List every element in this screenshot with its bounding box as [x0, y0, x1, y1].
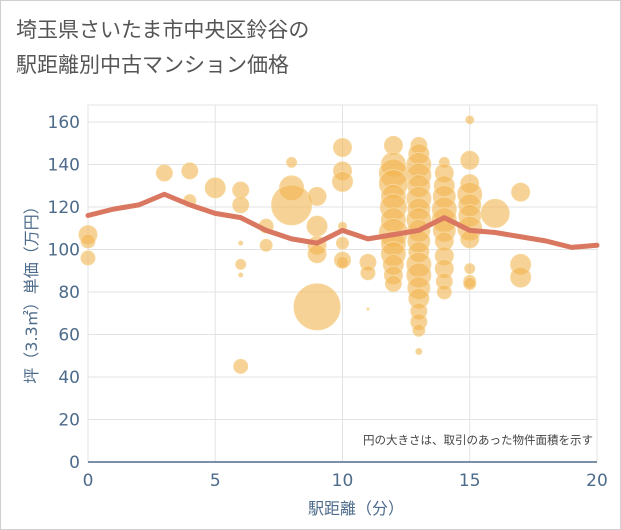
data-bubble — [332, 171, 353, 192]
average-price-line — [85, 191, 600, 250]
data-bubble — [80, 250, 96, 266]
data-bubble — [415, 348, 423, 355]
bubble-layer — [78, 115, 532, 374]
data-bubble — [460, 150, 480, 170]
data-bubble — [336, 255, 349, 269]
data-bubble — [465, 115, 475, 125]
data-bubble — [360, 265, 376, 281]
title-line-2: 駅距離別中古マンション価格 — [16, 53, 289, 77]
data-bubble — [155, 164, 173, 182]
y-tick-label: 60 — [58, 326, 80, 346]
data-bubble — [271, 184, 313, 226]
data-bubble — [306, 215, 328, 237]
y-tick-label: 0 — [69, 453, 80, 473]
trend-layer — [85, 191, 600, 250]
chart-title: 埼玉県さいたま市中央区鈴谷の 駅距離別中古マンション価格 — [16, 13, 436, 83]
data-bubble — [463, 277, 477, 290]
y-tick-label: 20 — [58, 411, 80, 431]
y-tick-label: 40 — [58, 368, 80, 388]
data-bubble — [480, 198, 510, 228]
data-bubble — [366, 307, 370, 311]
data-bubble — [204, 177, 226, 199]
data-bubble — [412, 323, 426, 337]
y-tick-label: 120 — [48, 198, 80, 218]
y-tick-label: 160 — [48, 113, 80, 133]
data-bubble — [510, 266, 532, 288]
y-tick-label: 80 — [58, 283, 80, 303]
data-bubble — [511, 182, 531, 202]
data-bubble — [259, 238, 273, 252]
x-axis-label: 駅距離（分） — [308, 499, 404, 518]
x-tick-label: 0 — [83, 471, 94, 491]
data-bubble — [464, 263, 476, 275]
data-bubble — [233, 358, 249, 374]
x-tick-label: 10 — [332, 471, 354, 491]
x-tick-label: 20 — [586, 471, 608, 491]
y-axis-label: 坪（3.3㎡）単価（万円） — [22, 198, 41, 383]
data-bubble — [286, 156, 298, 168]
data-bubble — [80, 233, 96, 249]
data-bubble — [384, 275, 402, 292]
data-bubble — [383, 135, 403, 155]
data-bubble — [336, 236, 349, 250]
data-bubble — [181, 162, 199, 180]
bubble-size-note: 円の大きさは、取引のあった物件面積を示す — [363, 433, 593, 447]
data-bubble — [293, 283, 341, 331]
data-bubble — [436, 284, 452, 300]
data-bubble — [235, 258, 247, 270]
y-tick-label: 140 — [48, 156, 80, 176]
title-line-1: 埼玉県さいたま市中央区鈴谷の — [16, 18, 310, 42]
data-bubble — [232, 196, 250, 214]
y-tick-label: 100 — [48, 241, 80, 261]
data-bubble — [307, 244, 327, 264]
data-bubble — [232, 181, 250, 199]
data-bubble — [238, 272, 244, 278]
data-bubble — [238, 240, 244, 246]
x-tick-label: 15 — [459, 471, 481, 491]
data-bubble — [333, 138, 352, 157]
x-tick-label: 5 — [210, 471, 221, 491]
tick-labels: 0 20 40 60 80 100 120 140 160 0 5 10 15 20 — [48, 113, 608, 491]
data-bubble — [307, 186, 327, 206]
